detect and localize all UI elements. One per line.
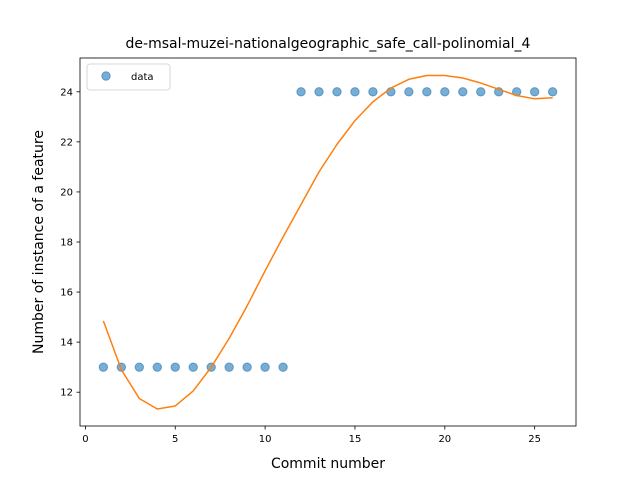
legend: data: [86, 63, 171, 91]
y-tick-label: 20: [60, 187, 73, 198]
y-tick-label: 16: [60, 288, 73, 299]
y-tick-label: 12: [60, 388, 73, 399]
data-point: [296, 87, 306, 97]
y-tick-label: 14: [60, 338, 73, 349]
data-point: [242, 362, 252, 372]
data-point: [529, 87, 540, 97]
data-point: [98, 362, 109, 372]
plot-area: [79, 57, 577, 427]
x-tick-label: 15: [349, 434, 362, 445]
data-point: [332, 87, 342, 97]
data-point: [350, 87, 360, 97]
x-tick-label: 25: [528, 434, 541, 445]
data-point: [458, 87, 468, 97]
data-point: [278, 362, 288, 372]
chart-title: de-msal-muzei-nationalgeographic_safe_ca…: [126, 36, 531, 52]
data-point: [547, 87, 558, 97]
data-point: [134, 362, 145, 372]
x-tick-label: 0: [82, 434, 88, 445]
x-axis-label: Commit number: [271, 456, 385, 472]
data-point: [476, 87, 486, 97]
data-point: [404, 87, 414, 97]
x-tick-label: 10: [259, 434, 272, 445]
x-tick-label: 20: [438, 434, 451, 445]
data-point: [440, 87, 450, 97]
data-point: [224, 362, 234, 372]
legend-marker: [101, 71, 111, 81]
x-tick-label: 5: [172, 434, 178, 445]
axis-ticks: 0 5 10 15 20 25 12 14 16 18 20 22 24: [60, 87, 541, 445]
y-axis-label: Number of instance of a feature: [31, 130, 47, 354]
series-group: [98, 74, 558, 410]
data-point: [188, 362, 198, 372]
data-point: [152, 362, 162, 372]
y-tick-label: 22: [60, 137, 73, 148]
legend-label: data: [131, 72, 154, 83]
data-point: [422, 87, 432, 97]
y-tick-label: 24: [60, 87, 73, 98]
legend-box: [86, 63, 171, 91]
y-tick-label: 18: [60, 238, 73, 249]
data-point: [314, 87, 324, 97]
data-point: [368, 87, 378, 97]
data-point: [170, 362, 180, 372]
data-point: [260, 362, 270, 372]
fit-line: [102, 74, 553, 410]
